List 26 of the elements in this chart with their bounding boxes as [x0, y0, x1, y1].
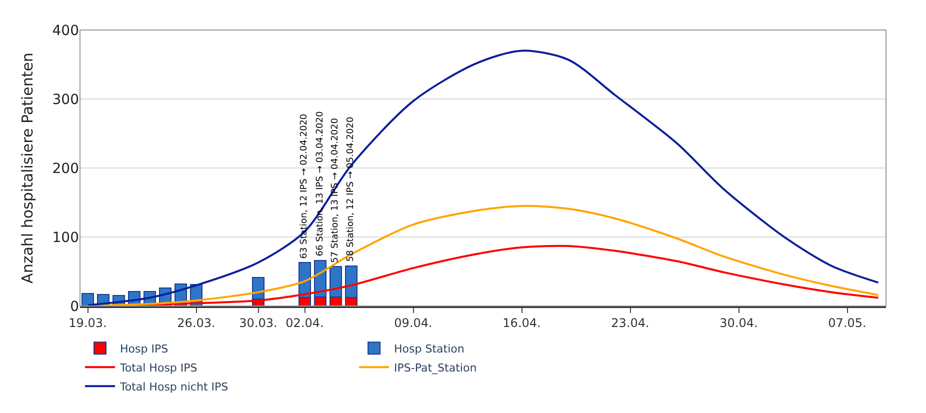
x-tick-label: 30.04. [720, 316, 758, 330]
x-tick-label: 30.03. [239, 316, 278, 330]
x-tick-label: 02.04. [286, 316, 324, 330]
y-tick-label: 300 [52, 92, 79, 108]
y-axis-title: Anzahl hospitalisiere Patienten [18, 52, 37, 284]
legend-label: Hosp Station [394, 342, 464, 356]
y-tick-label: 200 [52, 160, 79, 177]
x-tick-label: 26.03. [177, 316, 216, 330]
legend-label: Total Hosp IPS [119, 361, 198, 374]
annotation: 66 Station, 13 IPS → 03.04.2020 [315, 111, 326, 256]
y-tick-label: 100 [52, 230, 79, 246]
legend-label: Hosp IPS [120, 342, 168, 356]
annotation: 57 Station, 13 IPS → 04.04.2020 [330, 118, 341, 263]
annotation: 58 Station, 12 IPS → 05.04.2020 [346, 116, 356, 262]
x-tick-label: 07.05. [828, 316, 866, 330]
legend-label: IPS-Pat_Station [394, 361, 477, 374]
legend-label: Total Hosp nicht IPS [119, 380, 228, 394]
x-tick-label: 19.03. [68, 316, 107, 330]
y-tick-label: 0 [70, 298, 79, 315]
x-tick-label: 09.04. [394, 316, 432, 330]
x-tick-label: 16.04. [502, 316, 541, 330]
y-tick-label: 400 [52, 22, 79, 39]
bar [81, 293, 94, 306]
x-tick-label: 23.04. [611, 316, 650, 330]
annotation: 63 Station, 12 IPS → 02.04.2020 [300, 114, 310, 259]
line-series [86, 50, 880, 306]
